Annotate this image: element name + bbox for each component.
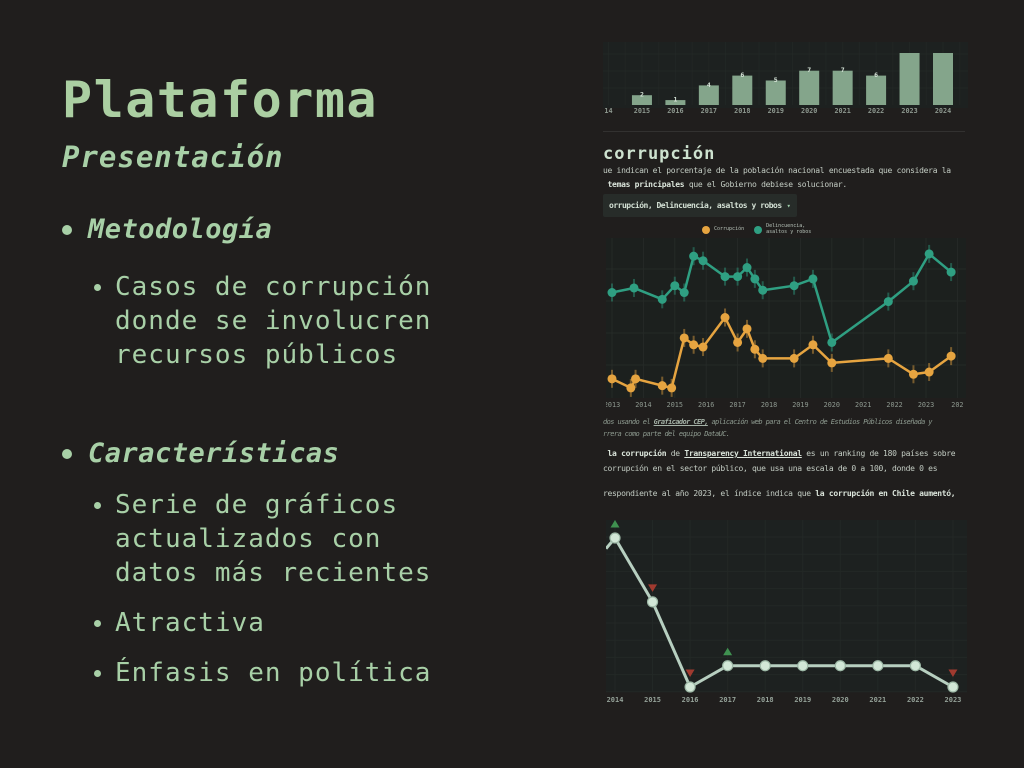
svg-text:2021: 2021 [855, 401, 871, 409]
svg-text:2017: 2017 [719, 696, 736, 704]
svg-text:2019: 2019 [792, 401, 808, 409]
link[interactable]: Transparency International [684, 449, 802, 458]
svg-text:2018: 2018 [761, 401, 777, 409]
filter-dropdown-label: orrupción, Delincuencia, asaltos y robos [609, 201, 782, 210]
list-item-label: Metodología [88, 214, 273, 245]
svg-text:2022: 2022 [886, 401, 902, 409]
legend-item: Delincuencia, asaltos y robos [754, 223, 812, 235]
svg-text:2016: 2016 [682, 696, 699, 704]
transparency-paragraph: la corrupción de Transparency Internatio… [603, 449, 956, 473]
svg-text:2017: 2017 [729, 401, 745, 409]
svg-text:2018: 2018 [734, 107, 750, 114]
svg-text:2023: 2023 [901, 107, 917, 114]
svg-text:2015: 2015 [667, 401, 683, 409]
legend-swatch [754, 225, 763, 234]
section-metodologia: Metodología Casos de corrupción donde se… [62, 212, 482, 372]
bullet-icon [94, 502, 101, 509]
divider [603, 131, 965, 132]
svg-text:5: 5 [774, 76, 778, 84]
svg-text:2014: 2014 [635, 401, 651, 409]
svg-text:6: 6 [740, 71, 744, 79]
svg-text:2020: 2020 [824, 401, 840, 409]
section-caracteristicas: Características Serie de gráficos actual… [62, 436, 482, 690]
svg-text:2015: 2015 [644, 696, 661, 704]
svg-text:4: 4 [707, 81, 711, 89]
list-item-label: Énfasis en política [115, 658, 432, 688]
section-heading: corrupción [603, 144, 716, 164]
line-chart-cpi: 2014 2015 2016 2017 2018 2019 2020 2021 2022 2023 [606, 520, 967, 704]
list-item: Énfasis en política [94, 656, 466, 690]
list-item-label: Atractiva [115, 608, 265, 638]
svg-text:2019: 2019 [794, 696, 811, 704]
svg-text:1: 1 [673, 96, 677, 104]
legend-item: Corrupción [702, 225, 745, 234]
svg-text:2020: 2020 [832, 696, 849, 704]
svg-text:2: 2 [640, 91, 644, 99]
svg-text:2021: 2021 [869, 696, 886, 704]
svg-text:14: 14 [604, 107, 612, 114]
page-title: Plataforma [62, 70, 379, 129]
page-subtitle: Presentación [62, 140, 284, 175]
svg-text:2024: 2024 [935, 107, 951, 114]
svg-text:6: 6 [874, 71, 878, 79]
svg-text:2020: 2020 [801, 107, 817, 114]
svg-text:2023: 2023 [945, 696, 962, 704]
svg-text:7: 7 [807, 66, 811, 74]
aumento-paragraph: respondiente al año 2023, el índice indi… [603, 489, 956, 498]
svg-text:2018: 2018 [757, 696, 774, 704]
bullet-icon [94, 670, 101, 677]
bullet-icon [62, 225, 72, 235]
svg-text:7: 7 [841, 66, 845, 74]
credit-paragraph: dos usando el Graficador CEP, aplicación… [603, 418, 933, 438]
svg-text:202: 202 [951, 401, 963, 409]
list-item: Atractiva [94, 606, 466, 640]
svg-text:2022: 2022 [868, 107, 884, 114]
bullet-icon [62, 449, 72, 459]
chevron-down-icon: ▾ [786, 201, 791, 210]
list-item-label: Serie de gráficos actualizados con datos… [115, 490, 432, 588]
list-item: Serie de gráficos actualizados con datos… [94, 488, 466, 590]
svg-text:2016: 2016 [667, 107, 683, 114]
svg-text:2021: 2021 [834, 107, 850, 114]
list-item-label: Características [88, 438, 340, 469]
svg-text:2017: 2017 [701, 107, 717, 114]
bullet-icon [94, 284, 101, 291]
svg-text:2016: 2016 [698, 401, 714, 409]
list-item-label: Casos de corrupción donde se involucren … [115, 272, 432, 370]
svg-text:2014: 2014 [607, 696, 624, 704]
list-item: Casos de corrupción donde se involucren … [94, 270, 466, 372]
intro-paragraph: ue indican el porcentaje de la población… [603, 166, 951, 189]
bullet-icon [94, 620, 101, 627]
list-item: Metodología [62, 212, 482, 248]
svg-text:2015: 2015 [634, 107, 650, 114]
svg-text:2019: 2019 [768, 107, 784, 114]
svg-text:2023: 2023 [918, 401, 934, 409]
line-chart-survey: 2013201420152016201720182019202020212022… [606, 238, 966, 409]
chart-legend: Corrupción Delincuencia, asaltos y robos [702, 223, 812, 235]
list-item: Características [62, 436, 482, 472]
link[interactable]: Graficador CEP, [653, 418, 709, 426]
svg-text:2013: 2013 [606, 401, 620, 409]
bar-chart-cases: 14 2 2015 1 2016 4 2017 6 2018 5 2019 7 2020 7 2021 6 20… [603, 42, 968, 114]
legend-swatch [702, 225, 710, 234]
filter-dropdown[interactable]: orrupción, Delincuencia, asaltos y robos… [603, 194, 797, 217]
svg-text:2022: 2022 [907, 696, 924, 704]
legend-label: Delincuencia, asaltos y robos [766, 223, 812, 235]
legend-label: Corrupción [714, 225, 745, 232]
